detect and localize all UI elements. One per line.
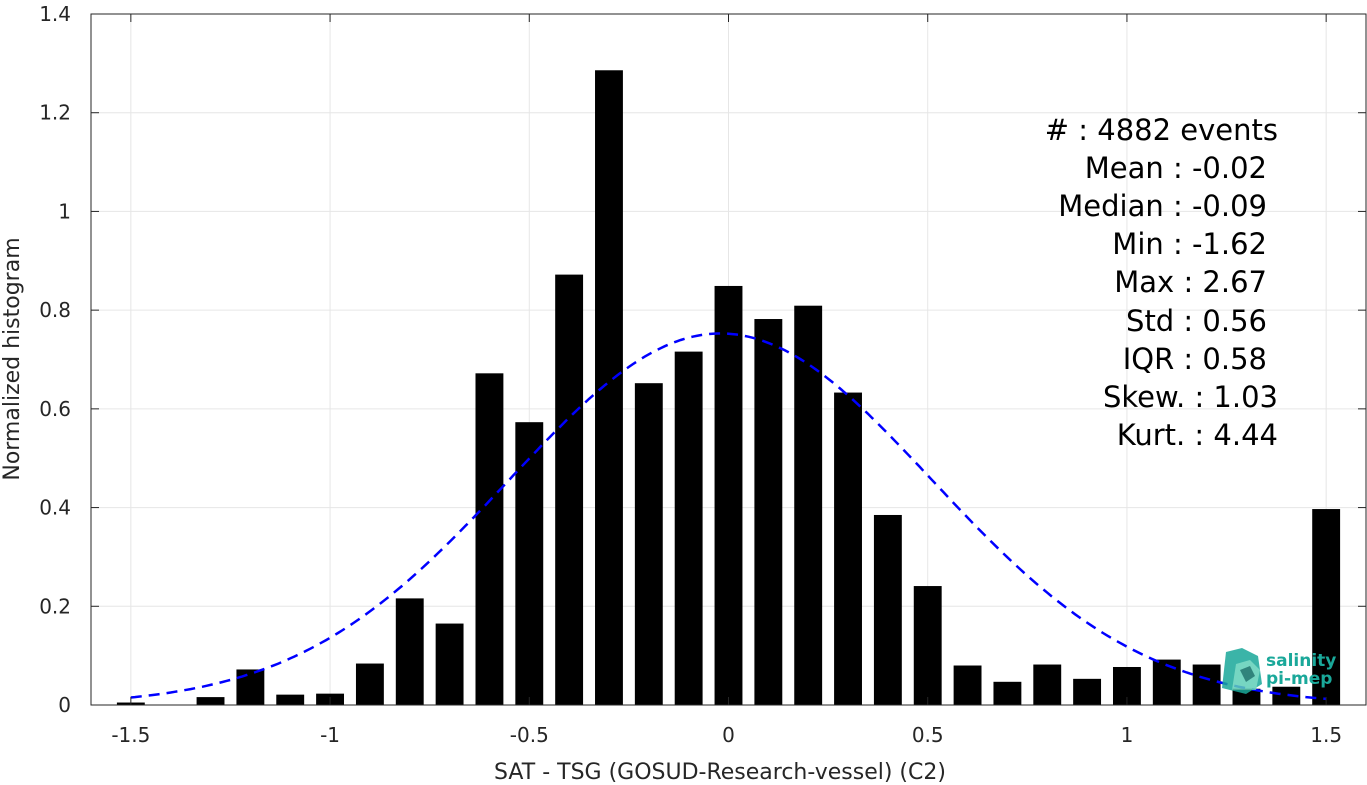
histogram-bar bbox=[1033, 664, 1062, 705]
y-tick-label: 1.2 bbox=[39, 101, 71, 125]
y-tick-label: 1.4 bbox=[39, 2, 71, 26]
stat-skew: Skew. : 1.03 bbox=[1103, 380, 1278, 414]
stat-count: # : 4882 events bbox=[1045, 113, 1278, 147]
stat-max: Max : 2.67 bbox=[1114, 265, 1267, 299]
stat-median: Median : -0.09 bbox=[1058, 189, 1267, 223]
stat-kurt: Kurt. : 4.44 bbox=[1117, 418, 1278, 452]
logo-line1: salinity bbox=[1266, 651, 1336, 671]
x-tick-labels: -1.5 -1 -0.5 0 0.5 1 1.5 bbox=[111, 723, 1342, 747]
y-tick-label: 0.6 bbox=[39, 397, 71, 421]
x-axis-label: SAT - TSG (GOSUD-Research-vessel) (C2) bbox=[494, 760, 946, 785]
histogram-bar bbox=[355, 663, 384, 705]
histogram-bar bbox=[595, 70, 623, 705]
histogram-bar bbox=[953, 665, 982, 705]
histogram-bar bbox=[993, 681, 1022, 705]
x-tick-label: 1.5 bbox=[1310, 723, 1342, 747]
histogram-bar bbox=[515, 422, 544, 705]
histogram-bar bbox=[714, 285, 743, 705]
histogram-bar bbox=[794, 305, 823, 705]
histogram-bar bbox=[913, 586, 942, 705]
histogram-bar bbox=[475, 373, 504, 705]
stat-iqr: IQR : 0.58 bbox=[1123, 342, 1267, 376]
axis-ticks bbox=[91, 13, 1366, 706]
stats-box: # : 4882 events Mean : -0.02 Median : -0… bbox=[1045, 113, 1278, 452]
y-axis-label: Normalized histogram bbox=[0, 237, 25, 480]
histogram-bar bbox=[435, 623, 464, 705]
normal-fit-curve bbox=[130, 332, 1327, 701]
y-tick-labels: 0 0.2 0.4 0.6 0.8 1 1.2 1.4 bbox=[39, 2, 71, 717]
y-tick-label: 1 bbox=[58, 199, 71, 223]
logo-line2: pi-mep bbox=[1266, 669, 1332, 689]
x-tick-label: -0.5 bbox=[510, 723, 549, 747]
y-tick-label: 0.8 bbox=[39, 298, 71, 322]
histogram-bar bbox=[555, 274, 584, 705]
histogram-bar bbox=[674, 351, 703, 705]
salinity-pimep-logo: salinity pi-mep bbox=[1222, 648, 1336, 694]
stat-min: Min : -1.62 bbox=[1112, 227, 1267, 261]
x-tick-label: 1 bbox=[1121, 723, 1134, 747]
histogram-bar bbox=[395, 598, 424, 705]
histogram-bar bbox=[1192, 664, 1221, 705]
histogram-bar bbox=[1073, 678, 1102, 705]
histogram-bar bbox=[1312, 509, 1341, 705]
y-tick-label: 0.2 bbox=[39, 594, 71, 618]
x-tick-label: -1 bbox=[320, 723, 340, 747]
stat-std: Std : 0.56 bbox=[1126, 304, 1267, 338]
x-tick-label: 0.5 bbox=[912, 723, 944, 747]
histogram-bar bbox=[276, 694, 305, 705]
y-tick-label: 0.4 bbox=[39, 496, 71, 520]
histogram-bar bbox=[834, 392, 862, 705]
histogram-bar bbox=[634, 383, 663, 705]
histogram-bar bbox=[196, 697, 225, 705]
y-tick-label: 0 bbox=[58, 693, 71, 717]
histogram-bar bbox=[1272, 686, 1301, 705]
histogram-bar bbox=[236, 669, 265, 705]
x-tick-label: -1.5 bbox=[111, 723, 150, 747]
histogram-bar bbox=[873, 514, 902, 705]
x-tick-label: 0 bbox=[722, 723, 735, 747]
histogram-bar bbox=[1232, 688, 1261, 705]
bars-group bbox=[116, 70, 1341, 705]
stat-mean: Mean : -0.02 bbox=[1085, 151, 1267, 185]
histogram-bar bbox=[1152, 659, 1181, 705]
histogram-bar bbox=[754, 319, 783, 705]
logo-icon bbox=[1222, 648, 1262, 694]
